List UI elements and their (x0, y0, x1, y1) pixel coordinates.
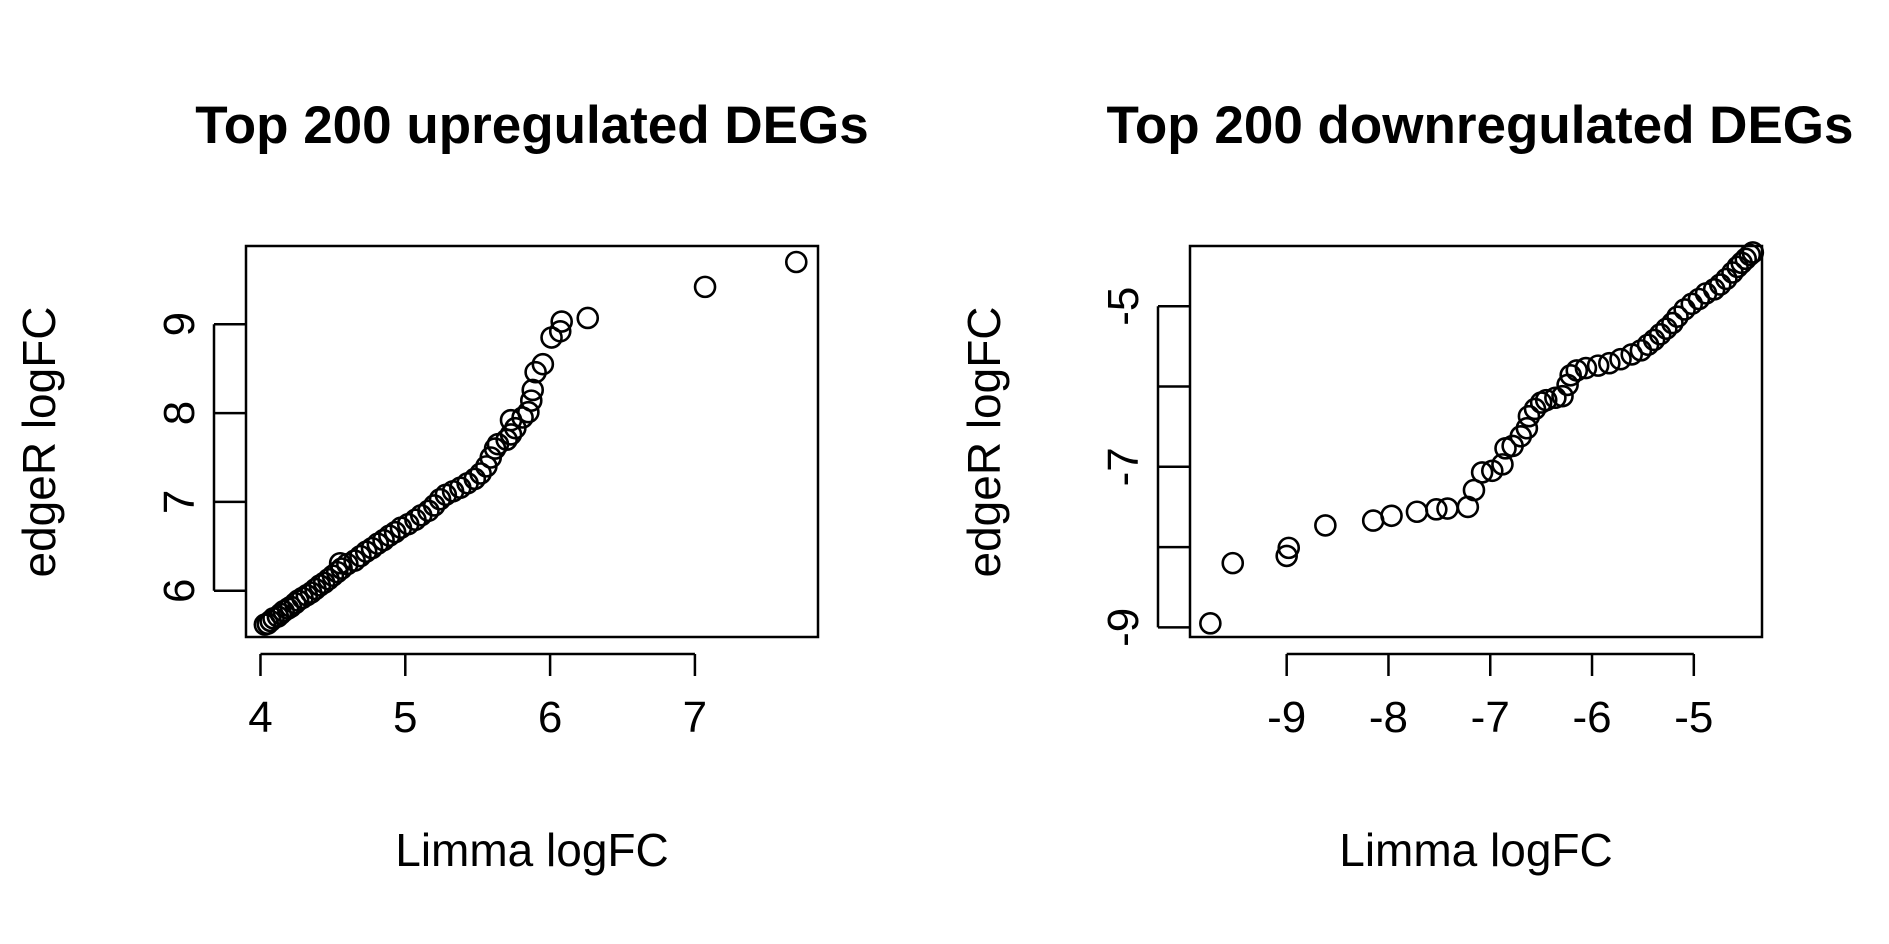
chart-title: Top 200 upregulated DEGs (195, 96, 868, 155)
data-points (1199, 241, 1765, 635)
data-point (1515, 416, 1539, 440)
y-axis-label: edgeR logFC (958, 306, 1010, 577)
data-point (1275, 544, 1298, 568)
data-point (1661, 311, 1684, 335)
y-tick-label: 6 (155, 579, 204, 603)
data-point (360, 536, 384, 560)
y-tick-label: -5 (1099, 287, 1148, 326)
x-axis: -9 -8 -7 -6 -5 (1267, 652, 1713, 742)
data-point (1565, 359, 1589, 382)
data-point (499, 423, 523, 446)
data-point (1609, 347, 1632, 371)
data-point (1666, 305, 1689, 328)
data-point (1534, 388, 1558, 412)
data-point (1551, 384, 1574, 408)
data-point (1199, 612, 1222, 635)
chart-panel-upregulated: Top 200 upregulated DEGs Limma logFC edg… (13, 96, 869, 876)
y-tick-label: -7 (1099, 447, 1148, 486)
x-tick-label: 6 (538, 693, 562, 742)
x-tick-label: 7 (683, 693, 707, 742)
data-point (1380, 504, 1403, 528)
data-point (1517, 404, 1541, 428)
data-point (1491, 453, 1514, 476)
x-tick-label: 4 (248, 693, 272, 742)
x-tick-label: -6 (1572, 693, 1611, 742)
data-point (1715, 267, 1738, 291)
chart-title: Top 200 downregulated DEGs (1106, 96, 1853, 155)
data-point (1738, 243, 1762, 267)
x-axis: 4 5 6 7 (248, 652, 707, 742)
data-point (548, 320, 572, 343)
data-point (1314, 514, 1337, 537)
data-point (463, 467, 487, 491)
data-point (422, 494, 446, 517)
data-point (1734, 247, 1758, 271)
x-tick-label: 5 (393, 693, 417, 742)
data-point (1655, 317, 1678, 340)
data-point (1726, 255, 1749, 279)
x-axis-label: Limma logFC (1339, 824, 1613, 876)
data-point (1361, 509, 1385, 532)
data-point (1586, 354, 1610, 377)
y-axis-label: edgeR logFC (13, 306, 65, 577)
data-point (1741, 241, 1765, 264)
data-point (417, 499, 440, 523)
data-point (283, 591, 307, 615)
y-tick-label: 8 (155, 401, 204, 425)
data-point (524, 360, 547, 384)
data-point (366, 532, 390, 555)
data-point (1574, 356, 1598, 380)
data-point (469, 462, 492, 485)
data-point (517, 400, 540, 424)
data-point (693, 275, 717, 299)
data-point (1221, 551, 1245, 575)
data-point (521, 378, 545, 402)
data-point (354, 540, 378, 563)
data-point (328, 551, 352, 575)
data-point (383, 520, 407, 544)
y-tick-label: -9 (1099, 608, 1148, 647)
x-tick-label: -8 (1369, 693, 1408, 742)
data-point (1648, 323, 1672, 346)
x-tick-label: -5 (1674, 693, 1713, 742)
data-point (1598, 351, 1621, 375)
data-point (1277, 536, 1301, 560)
x-tick-label: -7 (1471, 693, 1510, 742)
data-point (576, 306, 600, 330)
data-point (372, 528, 395, 552)
x-tick-label: -9 (1267, 693, 1306, 742)
x-axis-label: Limma logFC (395, 824, 669, 876)
plot-frame (1188, 244, 1764, 639)
y-axis: 6 7 8 9 (155, 312, 246, 603)
data-point (1642, 328, 1666, 352)
data-point (378, 524, 401, 547)
chart-panel-downregulated: Top 200 downregulated DEGs Limma logFC e… (958, 96, 1854, 876)
data-point (784, 250, 808, 274)
plot-frame (244, 244, 820, 639)
data-point (519, 389, 543, 412)
data-point (1708, 273, 1732, 296)
y-tick-label: 9 (155, 312, 204, 336)
y-axis: -9 -7 -5 (1099, 287, 1190, 647)
data-point (1470, 461, 1494, 484)
data-point (349, 544, 372, 568)
data-point (428, 487, 452, 511)
data-point (1405, 500, 1429, 524)
data-point (531, 352, 555, 376)
y-tick-label: 7 (155, 490, 204, 514)
data-point (550, 310, 573, 333)
data-points (253, 250, 808, 636)
data-point (1425, 498, 1448, 521)
